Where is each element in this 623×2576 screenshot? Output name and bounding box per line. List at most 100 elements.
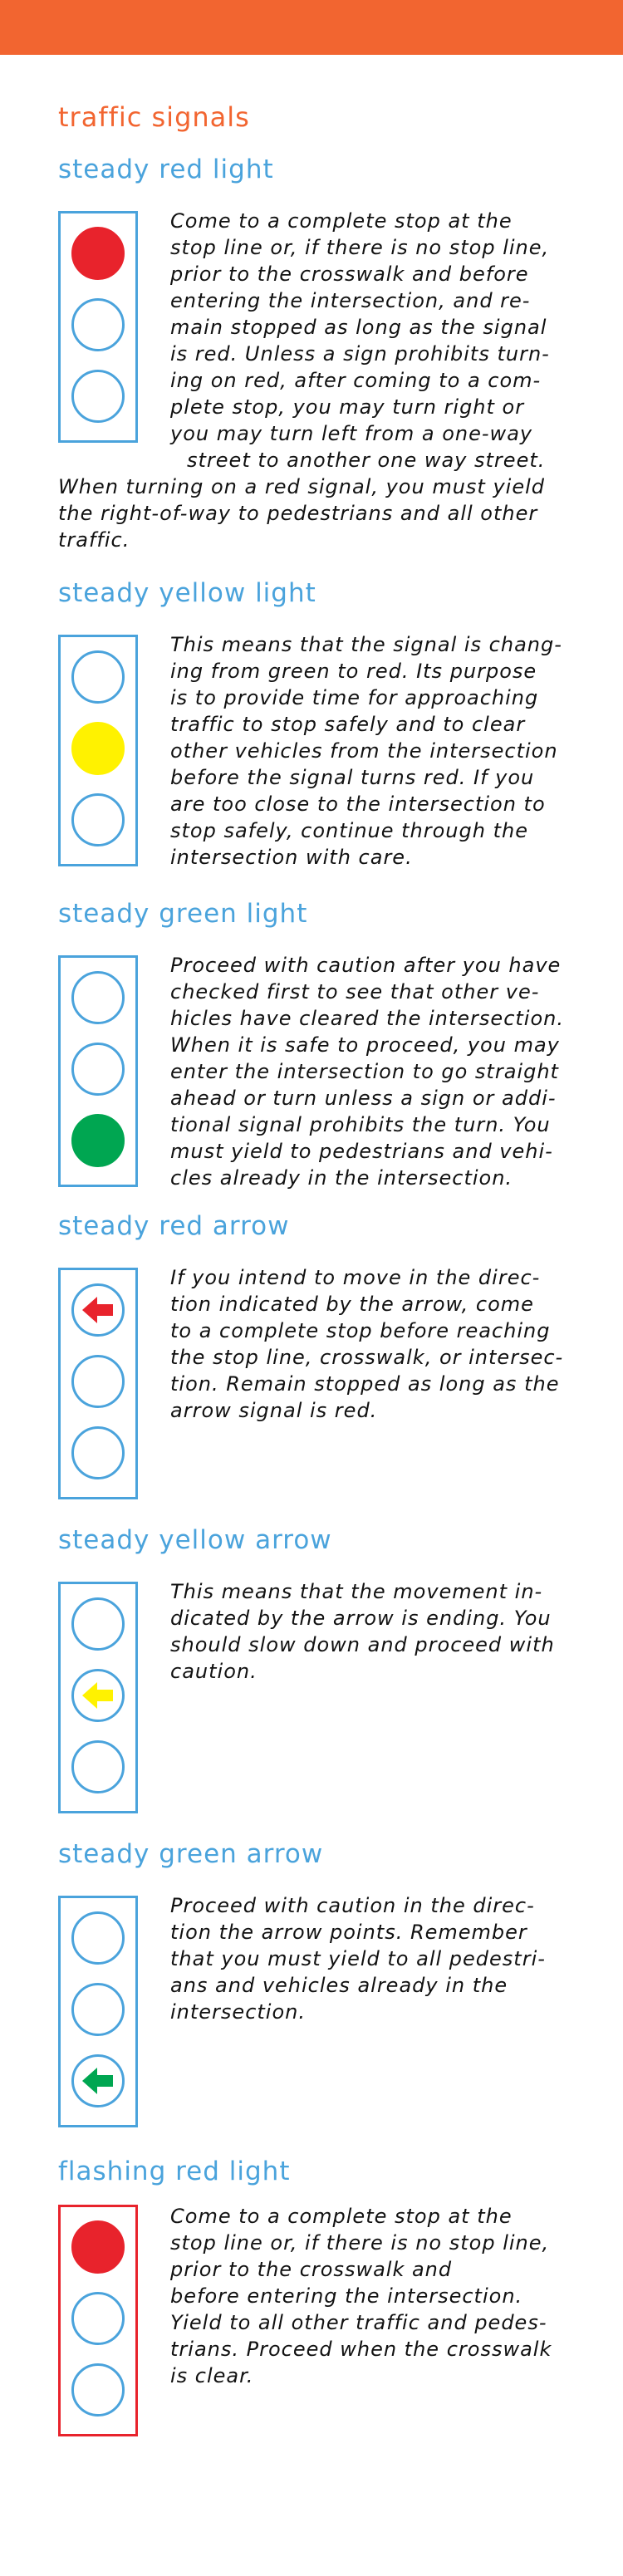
middle-lamp	[71, 1043, 125, 1096]
signal-steady-yellow-arrow-icon	[58, 1582, 138, 1813]
text-line: before entering the intersection.	[170, 2284, 523, 2308]
text-line: Come to a complete stop at the	[170, 209, 513, 233]
text-line: tion indicated by the arrow, come	[170, 1293, 534, 1316]
header-bar	[0, 0, 623, 55]
middle-lamp	[71, 1355, 125, 1408]
bottom-lamp	[71, 370, 125, 423]
section-heading: steady yellow light	[58, 578, 316, 608]
middle-lamp	[71, 1983, 125, 2036]
section-heading: steady red light	[58, 155, 274, 184]
bottom-lamp	[71, 1740, 125, 1793]
text-line: traffic.	[58, 528, 130, 552]
text-line: you may turn left from a one-way	[170, 422, 533, 445]
top-lamp	[71, 1597, 125, 1651]
text-line: is red. Unless a sign prohibits turn-	[170, 342, 550, 366]
middle-lamp	[71, 1669, 125, 1722]
section-text: Proceed with caution in the direc- tion …	[170, 1892, 546, 2025]
text-line: the stop line, crosswalk, or intersec-	[170, 1346, 564, 1369]
text-line: ans and vehicles already in the	[170, 1974, 508, 1997]
left-arrow-icon	[82, 1682, 113, 1709]
signal-steady-red-light-icon	[58, 211, 138, 443]
section-text: If you intend to move in the direc- tion…	[170, 1264, 563, 1424]
top-lamp	[71, 650, 125, 704]
text-line: the right-of-way to pedestrians and all …	[58, 502, 538, 525]
text-line: are too close to the intersection to	[170, 792, 546, 816]
middle-lamp	[71, 2292, 125, 2345]
bottom-lamp	[71, 1426, 125, 1479]
bottom-lamp	[71, 2363, 125, 2417]
section-heading: steady red arrow	[58, 1211, 290, 1241]
signal-flashing-red-light-icon	[58, 2205, 138, 2436]
middle-lamp	[71, 722, 125, 775]
section-heading: steady green light	[58, 899, 308, 929]
top-lamp	[71, 2220, 125, 2274]
section-text: Come to a complete stop at the stop line…	[170, 2203, 552, 2389]
text-line: If you intend to move in the direc-	[170, 1266, 541, 1289]
top-lamp	[71, 1283, 125, 1337]
text-line: ing from green to red. Its purpose	[170, 660, 537, 683]
text-line: intersection with care.	[170, 846, 413, 869]
arrow-shape	[82, 2068, 113, 2094]
bottom-lamp	[71, 2054, 125, 2107]
text-line: arrow signal is red.	[170, 1399, 378, 1422]
text-line: main stopped as long as the signal	[170, 316, 547, 339]
text-line: cles already in the intersection.	[170, 1166, 513, 1190]
text-line: should slow down and proceed with	[170, 1633, 555, 1656]
signal-steady-yellow-light-icon	[58, 635, 138, 866]
text-line: must yield to pedestrians and vehi-	[170, 1140, 553, 1163]
text-line: stop line or, if there is no stop line,	[170, 236, 550, 259]
text-line: is clear.	[170, 2364, 254, 2387]
text-line: traffic to stop safely and to clear	[170, 713, 526, 736]
text-line: When it is safe to proceed, you may	[170, 1033, 560, 1057]
text-line: ing on red, after coming to a com-	[170, 369, 542, 392]
top-lamp	[71, 1911, 125, 1965]
text-line: prior to the crosswalk and	[170, 2258, 453, 2281]
text-line: that you must yield to all pedestri-	[170, 1947, 546, 1970]
text-line: When turning on a red signal, you must y…	[58, 475, 545, 498]
top-lamp	[71, 971, 125, 1024]
text-line: tion. Remain stopped as long as the	[170, 1372, 560, 1396]
text-line: intersection.	[170, 2000, 306, 2024]
text-line: stop line or, if there is no stop line,	[170, 2231, 550, 2255]
text-line: street to another one way street.	[187, 449, 546, 472]
text-line: hicles have cleared the intersection.	[170, 1007, 564, 1030]
section-heading: flashing red light	[58, 2156, 291, 2186]
arrow-shape	[82, 1297, 113, 1323]
text-line: before the signal turns red. If you	[170, 766, 535, 789]
signal-steady-green-arrow-icon	[58, 1896, 138, 2127]
text-line: plete stop, you may turn right or	[170, 395, 525, 419]
page-title: traffic signals	[58, 101, 250, 133]
text-line: entering the intersection, and re-	[170, 289, 531, 312]
text-line: enter the intersection to go straight	[170, 1060, 559, 1083]
text-line: tion the arrow points. Remember	[170, 1921, 527, 1944]
section-text: This means that the movement in- dicated…	[170, 1578, 555, 1685]
section-text: Come to a complete stop at the stop line…	[58, 208, 550, 553]
text-line: This means that the signal is chang-	[170, 633, 562, 656]
text-line: dicated by the arrow is ending. You	[170, 1607, 552, 1630]
text-line: caution.	[170, 1660, 258, 1683]
text-line: to a complete stop before reaching	[170, 1319, 551, 1342]
text-line: Come to a complete stop at the	[170, 2205, 513, 2228]
text-line: trians. Proceed when the crosswalk	[170, 2338, 552, 2361]
text-line: stop safely, continue through the	[170, 819, 528, 842]
text-line: Yield to all other traffic and pedes-	[170, 2311, 547, 2334]
text-line: Proceed with caution after you have	[170, 954, 562, 977]
text-line: checked first to see that other ve-	[170, 980, 540, 1003]
section-heading: steady green arrow	[58, 1839, 324, 1869]
text-line: is to provide time for approaching	[170, 686, 539, 709]
signal-steady-red-arrow-icon	[58, 1268, 138, 1499]
section-text: This means that the signal is chang- ing…	[170, 631, 562, 871]
section-text: Proceed with caution after you have chec…	[170, 952, 564, 1191]
signal-steady-green-light-icon	[58, 955, 138, 1187]
left-arrow-icon	[82, 2068, 113, 2094]
text-line: ahead or turn unless a sign or addi-	[170, 1087, 557, 1110]
text-line: This means that the movement in-	[170, 1580, 543, 1603]
arrow-shape	[82, 1682, 113, 1709]
text-line: tional signal prohibits the turn. You	[170, 1113, 551, 1136]
text-line: Proceed with caution in the direc-	[170, 1894, 535, 1917]
text-line: prior to the crosswalk and before	[170, 263, 529, 286]
text-line: other vehicles from the intersection	[170, 739, 558, 763]
middle-lamp	[71, 298, 125, 351]
top-lamp	[71, 227, 125, 280]
section-heading: steady yellow arrow	[58, 1525, 332, 1555]
